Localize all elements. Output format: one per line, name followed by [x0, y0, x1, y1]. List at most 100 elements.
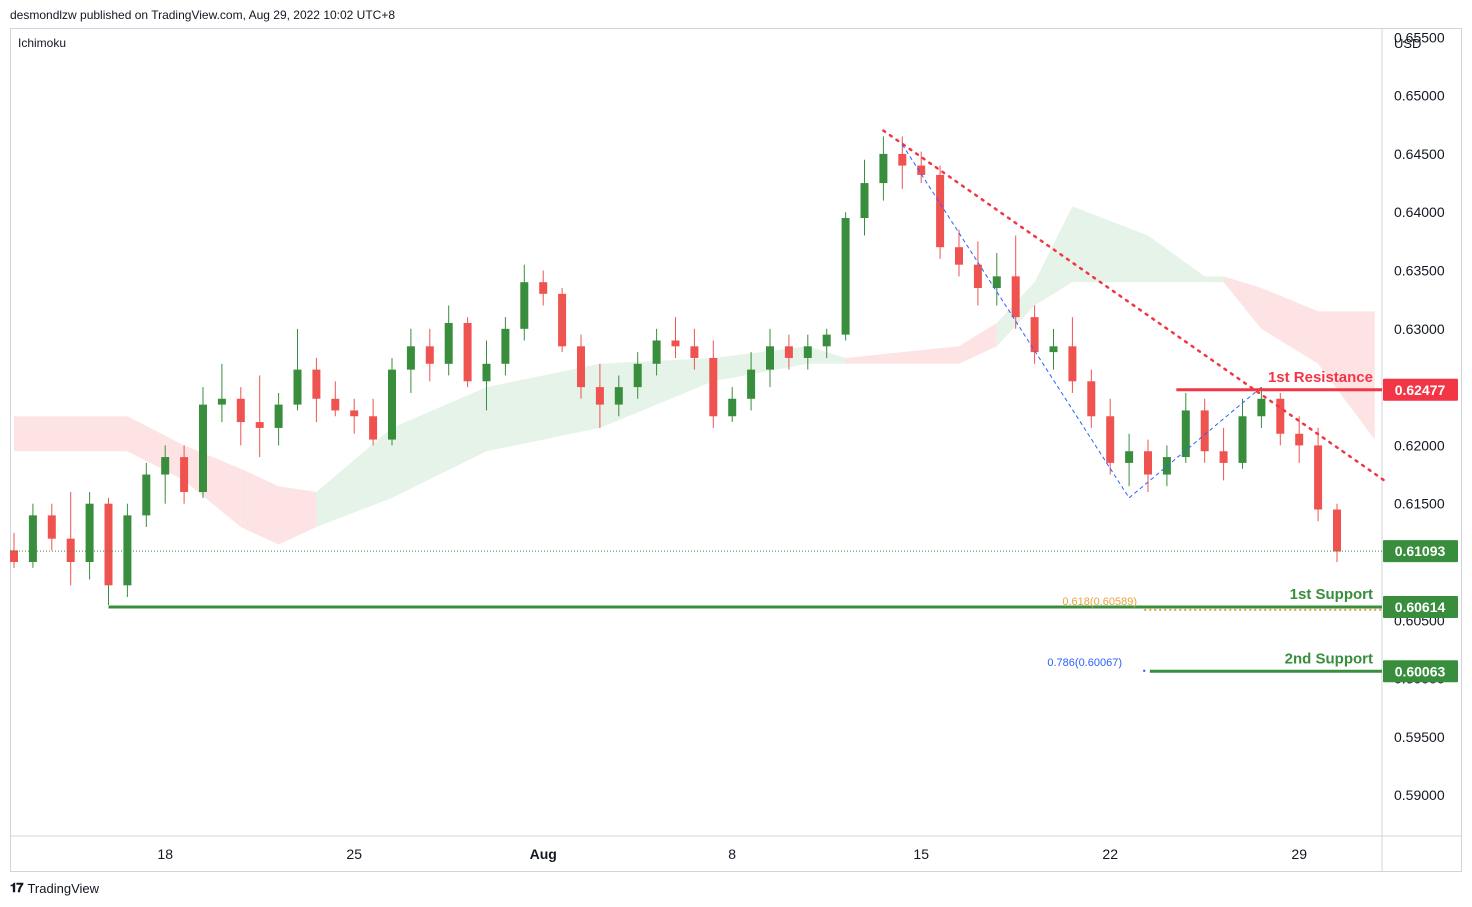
candle-bearish[interactable] [369, 416, 378, 440]
candle-bearish[interactable] [539, 282, 548, 294]
candle-bearish[interactable] [936, 174, 945, 248]
candle-bearish[interactable] [595, 387, 604, 405]
x-tick-label: 22 [1102, 846, 1118, 862]
candle-bullish[interactable] [1125, 451, 1134, 463]
candle-bearish[interactable] [331, 398, 340, 411]
candle-bearish[interactable] [255, 422, 264, 428]
candle-bullish[interactable] [217, 398, 226, 405]
candle-bearish[interactable] [236, 398, 245, 423]
candle-bullish[interactable] [123, 515, 132, 586]
y-tick-label: 0.65500 [1394, 29, 1445, 45]
candle-bullish[interactable] [274, 404, 283, 428]
candle-bearish[interactable] [1106, 416, 1115, 463]
candle-bearish[interactable] [1011, 276, 1020, 318]
currency-label: USD [1394, 36, 1421, 51]
candle-bullish[interactable] [803, 346, 812, 358]
candle-bearish[interactable] [955, 247, 963, 265]
candle-bearish[interactable] [1144, 451, 1152, 475]
footer-branding[interactable]: 𝟏𝟕 TradingView [10, 880, 99, 896]
candle-bearish[interactable] [180, 457, 189, 493]
candle-bullish[interactable] [822, 334, 831, 347]
footer-brand-text: TradingView [27, 880, 100, 896]
candle-bearish[interactable] [577, 346, 585, 388]
candle-bearish[interactable] [973, 264, 982, 289]
candle-bullish[interactable] [444, 322, 453, 364]
candle-bearish[interactable] [1314, 445, 1323, 510]
fibonacci-swing-line[interactable] [1128, 386, 1262, 499]
candle-bullish[interactable] [1049, 346, 1058, 353]
publisher-line: desmondlzw published on TradingView.com,… [10, 8, 396, 22]
price-label-current: 0.61093 [1395, 543, 1446, 559]
candle-bearish[interactable] [463, 322, 472, 382]
candle-bullish[interactable] [501, 328, 510, 364]
candle-bearish[interactable] [1200, 410, 1209, 452]
candle-bearish[interactable] [709, 357, 718, 417]
candle-bullish[interactable] [879, 153, 888, 184]
candle-bearish[interactable] [312, 369, 321, 399]
candle-bearish[interactable] [784, 346, 793, 358]
y-tick-label: 0.59000 [1394, 787, 1445, 803]
candle-bearish[interactable] [1333, 509, 1341, 552]
chart-frame [10, 28, 1462, 872]
candle-bearish[interactable] [1219, 451, 1228, 463]
candle-bullish[interactable] [747, 369, 756, 399]
candle-bearish[interactable] [898, 153, 907, 166]
descending-trendline[interactable] [882, 129, 1386, 482]
candle-bullish[interactable] [388, 369, 396, 440]
candle-bullish[interactable] [199, 404, 207, 493]
y-tick-label: 0.59500 [1394, 729, 1445, 745]
candle-bullish[interactable] [406, 346, 415, 370]
ichimoku-cloud-segment [278, 486, 317, 545]
candle-bearish[interactable] [350, 410, 359, 417]
y-tick-label: 0.64500 [1394, 146, 1445, 162]
candle-bullish[interactable] [633, 363, 642, 388]
ichimoku-cloud-segment [1318, 311, 1375, 440]
candle-bearish[interactable] [66, 538, 75, 563]
candle-bearish[interactable] [1087, 381, 1096, 417]
candle-bullish[interactable] [1257, 398, 1266, 417]
candle-bearish[interactable] [425, 346, 434, 364]
candle-bullish[interactable] [860, 183, 869, 219]
candle-bullish[interactable] [841, 218, 850, 335]
candle-bearish[interactable] [690, 346, 699, 358]
y-tick-label: 0.65000 [1394, 88, 1445, 104]
annotation-2nd-support: 2nd Support [1285, 650, 1373, 667]
candle-bearish[interactable] [104, 503, 113, 586]
candle-bullish[interactable] [293, 369, 302, 405]
price-label-support: 0.60614 [1395, 599, 1446, 615]
candle-bearish[interactable] [1276, 398, 1285, 434]
annotation-1st-support: 1st Support [1290, 586, 1373, 603]
candle-bullish[interactable] [614, 387, 623, 405]
ichimoku-cloud-segment [486, 363, 600, 452]
ichimoku-cloud-segment [713, 346, 808, 382]
candle-bullish[interactable] [161, 457, 170, 475]
candle-bearish[interactable] [1295, 433, 1304, 446]
candle-bearish[interactable] [47, 515, 56, 539]
candle-bullish[interactable] [85, 503, 94, 563]
tradingview-logo-icon: 𝟏𝟕 [10, 880, 24, 895]
candle-bullish[interactable] [520, 282, 529, 329]
candle-bearish[interactable] [558, 293, 567, 347]
ichimoku-cloud-segment [1261, 288, 1319, 364]
candle-bearish[interactable] [10, 550, 18, 563]
candle-bearish[interactable] [671, 340, 680, 347]
candle-bullish[interactable] [142, 474, 151, 516]
candle-bearish[interactable] [917, 165, 926, 175]
annotation-1st-resistance: 1st Resistance [1268, 369, 1373, 386]
candle-bullish[interactable] [28, 515, 37, 563]
candle-bullish[interactable] [482, 363, 491, 382]
candle-bullish[interactable] [992, 276, 1001, 289]
candle-bearish[interactable] [1030, 317, 1039, 353]
candle-bullish[interactable] [1238, 416, 1247, 463]
ichimoku-cloud-segment [1148, 235, 1205, 283]
indicator-label-ichimoku[interactable]: Ichimoku [18, 36, 67, 50]
candle-bullish[interactable] [652, 340, 661, 364]
candle-bullish[interactable] [1181, 410, 1190, 458]
candle-bullish[interactable] [728, 398, 737, 417]
ichimoku-cloud-segment [1072, 206, 1148, 283]
candle-bullish[interactable] [766, 346, 774, 370]
candle-bearish[interactable] [1068, 346, 1077, 382]
x-tick-label: 18 [157, 846, 173, 862]
fib-786-marker [1143, 669, 1146, 672]
